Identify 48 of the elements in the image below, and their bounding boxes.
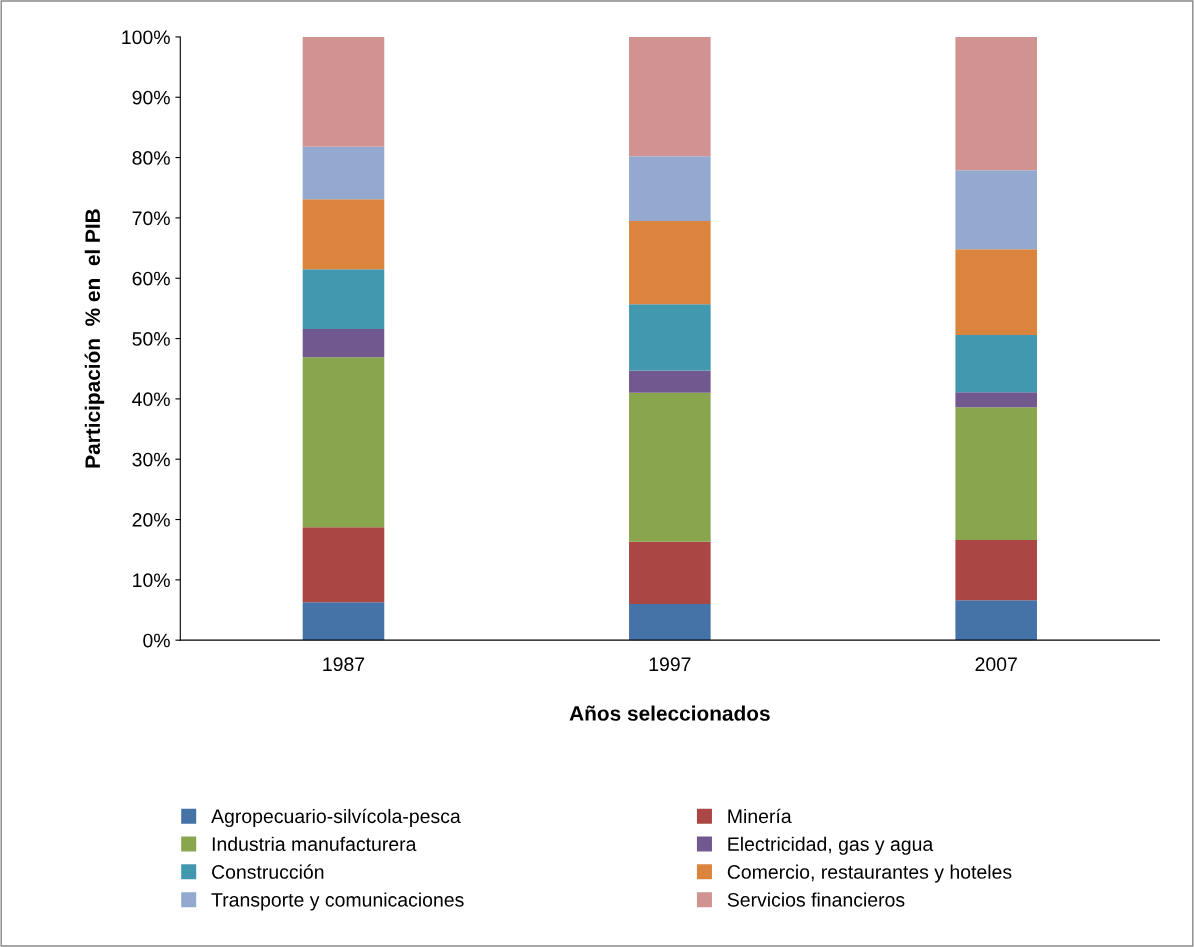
y-tick-label: 70% [132,211,170,226]
legend-label: Servicios financieros [727,892,905,907]
bar [629,541,711,604]
bar [955,334,1037,393]
bar [302,602,385,641]
y-tick-label: 40% [132,392,170,407]
bar [629,220,711,305]
x-tick-label: 1997 [649,657,691,672]
y-tick-label: 20% [132,512,170,527]
bar [629,392,711,542]
y-tick-label: 10% [133,573,170,588]
bar [955,249,1037,335]
y-tick-label: 50% [132,332,170,346]
y-axis-title: Participación % en el PIB [84,209,105,468]
bar [629,36,711,157]
bar [955,540,1037,601]
bar [302,36,385,147]
y-tick-label: 60% [132,271,170,286]
bar [955,392,1037,408]
y-tick-label: 100% [122,30,170,45]
bar [955,170,1037,250]
x-axis-title: Años seleccionados [569,705,770,721]
x-tick-label: 1987 [323,657,365,672]
bar [302,146,385,200]
legend-label: Electricidad, gas y agua [728,836,934,855]
y-tick-label: 80% [132,151,170,165]
bar [955,36,1037,171]
bar [302,357,385,528]
legend-label: Industria manufacturera [212,836,417,852]
legend-label: Agropecuario-silvícola-pesca [211,808,461,828]
bar [955,407,1037,541]
bar [629,370,711,393]
legend-label: Construcción [212,864,324,879]
bar [955,600,1037,641]
y-tick-label: 30% [132,452,170,467]
y-tick-label: 90% [132,90,170,105]
bar [629,156,711,221]
legend-label: Comercio, restaurantes y hoteles [727,864,1012,883]
bar [302,527,385,603]
legend-label: Transporte y comunicaciones [211,892,464,911]
x-tick-label: 2007 [975,657,1017,672]
legend-label: Minería [728,808,792,824]
bar [302,199,385,270]
bar [629,304,711,371]
bar [302,328,385,358]
y-tick-label: 0% [143,633,170,648]
bar [629,603,711,641]
bar [302,269,385,329]
